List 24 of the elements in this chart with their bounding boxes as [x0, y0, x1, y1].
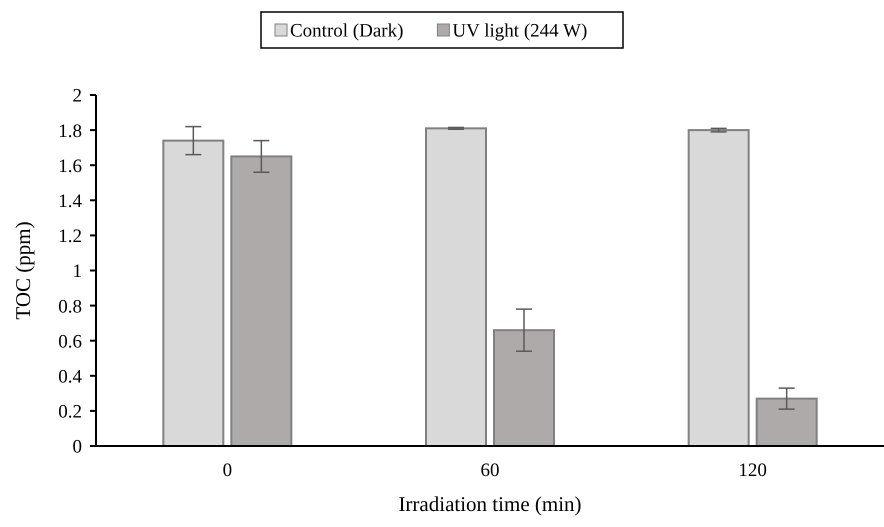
- y-tick-label: 0.4: [58, 366, 82, 388]
- bar: [756, 398, 818, 447]
- bar: [425, 127, 487, 447]
- legend-label: Control (Dark): [290, 20, 404, 42]
- y-axis-title: TOC (ppm): [11, 221, 35, 320]
- bar: [493, 329, 555, 447]
- y-tick-label: 1.4: [58, 190, 82, 212]
- y-tick-label: 1.8: [58, 120, 82, 142]
- y-tick-label: 0.2: [58, 402, 82, 423]
- x-tick-label: 0: [222, 460, 232, 481]
- bar: [162, 140, 224, 447]
- y-tick-label: 1: [72, 261, 82, 282]
- y-tick-label: 1.2: [58, 226, 82, 248]
- y-tick-label: 2: [72, 86, 82, 107]
- x-tick-label: 120: [738, 460, 767, 481]
- x-axis-title: Irradiation time (min): [398, 492, 582, 516]
- x-tick-label: 60: [480, 460, 500, 481]
- bar: [230, 155, 292, 447]
- y-tick-label: 0: [72, 436, 82, 458]
- y-tick-label: 0.8: [58, 296, 82, 318]
- legend-label: UV light (244 W): [452, 20, 588, 42]
- y-tick-label: 0.6: [58, 331, 82, 352]
- y-tick-label: 1.6: [58, 156, 82, 177]
- bar: [688, 129, 750, 447]
